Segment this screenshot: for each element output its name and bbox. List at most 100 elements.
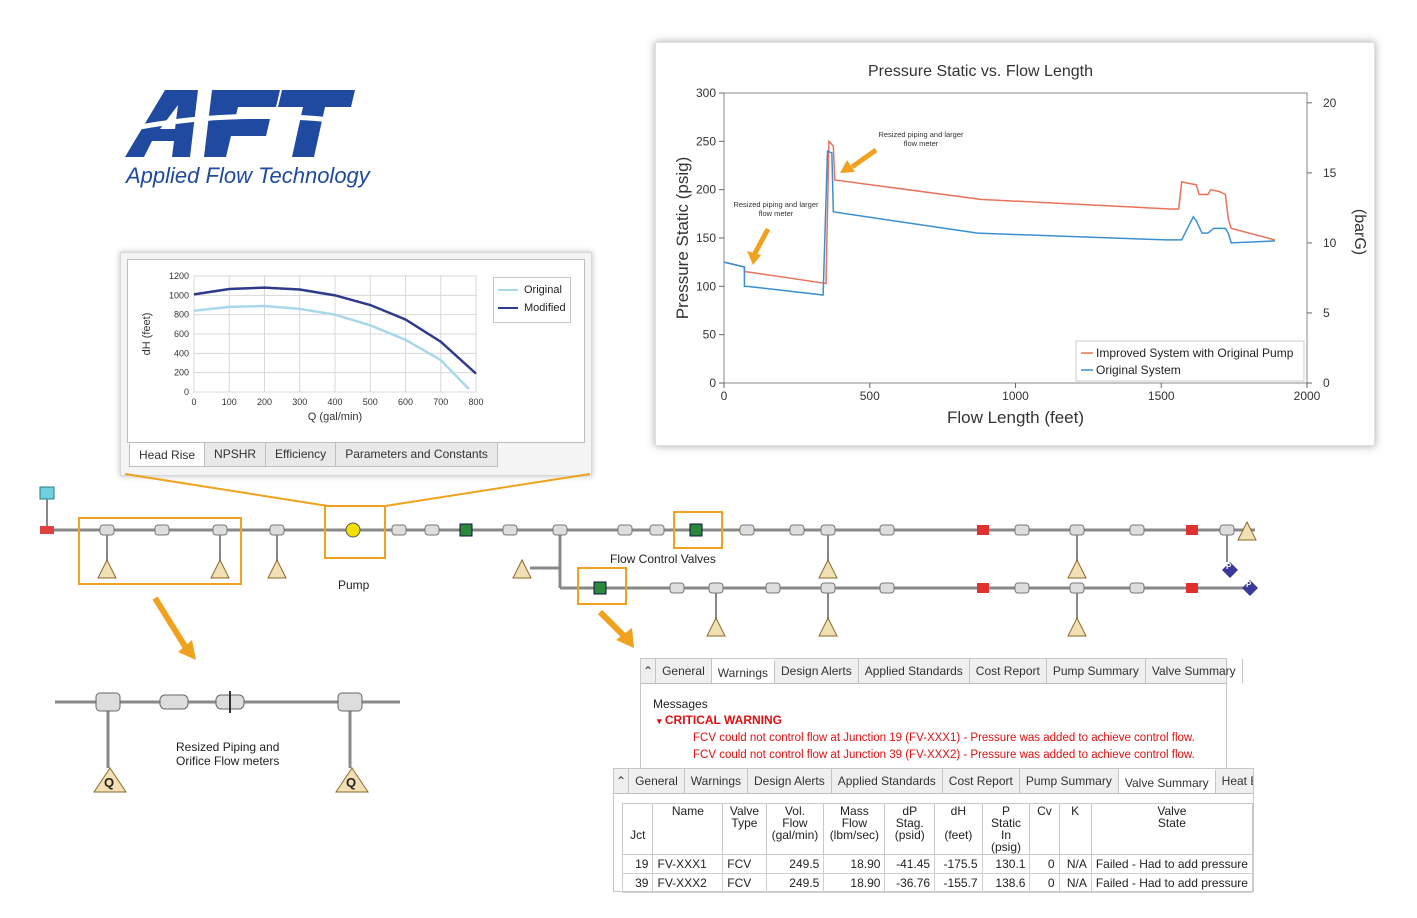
table-row[interactable]: 39 FV-XXX2 FCV 249.5 18.90 -36.76 -155.7 138.6 0… xyxy=(621,873,1254,893)
table-cell: 138.6 xyxy=(981,873,1031,893)
valve-summary-table: Jct Name Valve Type Vol. Flow (gal/min) Mass F… xyxy=(621,803,1254,893)
pressure-y2-tick-label: 5 xyxy=(1323,306,1330,320)
table-cell: -175.5 xyxy=(934,854,983,874)
critical-warning-row[interactable]: ▾ CRITICAL WARNING xyxy=(657,713,782,727)
tab-design-alerts-2[interactable]: Design Alerts xyxy=(748,769,832,793)
pump-x-axis-label: Q (gal/min) xyxy=(308,411,362,423)
tab-efficiency[interactable]: Efficiency xyxy=(265,443,337,467)
tab-pump-summary[interactable]: Pump Summary xyxy=(1047,659,1146,683)
column-header[interactable]: K xyxy=(1058,803,1092,855)
table-cell: -155.7 xyxy=(934,873,983,893)
expand-arrow-icon-2[interactable]: ⌃ xyxy=(614,769,630,793)
pump-curve-chart-area: 0 100 200 300 400 500 600 700 800 0 200 400 600 800 10… xyxy=(127,259,585,443)
legend-original-label: Original xyxy=(524,284,562,296)
column-header[interactable]: P Static In (psig) xyxy=(981,803,1031,855)
pump-curve-chart: 0 100 200 300 400 500 600 700 800 0 200 400 600 800 10… xyxy=(141,271,484,423)
table-header-row: Jct Name Valve Type Vol. Flow (gal/min) Mass F… xyxy=(621,803,1254,855)
expand-arrow-icon[interactable]: ⌃ xyxy=(641,659,657,683)
pump-x-tick-label: 400 xyxy=(327,397,342,407)
tab-heat-exchanger[interactable]: Heat Excl xyxy=(1216,769,1253,793)
pressure-x-tick-label: 2000 xyxy=(1294,389,1321,403)
pressure-x-tick-label: 1500 xyxy=(1148,389,1175,403)
table-cell: FV-XXX2 xyxy=(652,873,724,893)
tab-cost-report-2[interactable]: Cost Report xyxy=(943,769,1020,793)
annotation-2-line1: Resized piping and larger xyxy=(878,130,964,139)
tab-cost-report[interactable]: Cost Report xyxy=(970,659,1047,683)
table-cell: Failed - Had to add pressure xyxy=(1090,854,1254,874)
annotation-1-line2: flow meter xyxy=(759,209,794,218)
pump-series-modified xyxy=(193,286,477,375)
pump-x-tick-label: 600 xyxy=(398,397,413,407)
tab-npshr[interactable]: NPSHR xyxy=(204,443,267,467)
table-row[interactable]: 19 FV-XXX1 FCV 249.5 18.90 -41.45 -175.5 130.1 0… xyxy=(621,854,1254,874)
tab-general[interactable]: General xyxy=(656,659,712,683)
arrow-to-detail-icon xyxy=(152,596,196,660)
table-cell: 0 xyxy=(1029,873,1060,893)
messages-panel: ⌃ General Warnings Design Alerts Applied… xyxy=(640,658,1243,770)
pump-y-tick-label: 0 xyxy=(184,387,189,397)
legend-original: Original xyxy=(498,284,562,296)
detail-orifice-symbol-1: Q xyxy=(104,775,115,790)
pump-icon[interactable] xyxy=(345,522,361,538)
pump-curve-panel: 0 100 200 300 400 500 600 700 800 0 200 400 600 800 10… xyxy=(120,252,592,476)
pressure-x-axis-label: Flow Length (feet) xyxy=(947,408,1084,427)
column-header[interactable]: dH (feet) xyxy=(934,803,983,855)
table-cell: 130.1 xyxy=(981,854,1031,874)
column-header[interactable]: Name xyxy=(652,803,724,855)
pressure-y-tick-label: 300 xyxy=(696,86,716,100)
legend-modified-swatch xyxy=(498,307,518,309)
tab-head-rise[interactable]: Head Rise xyxy=(129,443,206,467)
pressure-y2-tick-label: 15 xyxy=(1323,166,1337,180)
tab-design-alerts[interactable]: Design Alerts xyxy=(775,659,859,683)
warning-message-2: FCV could not control flow at Junction 3… xyxy=(693,749,1195,761)
tab-applied-standards[interactable]: Applied Standards xyxy=(859,659,970,683)
critical-warning-label: CRITICAL WARNING xyxy=(664,713,782,727)
pressure-y2-tick-label: 10 xyxy=(1323,236,1337,250)
annotation-arrow-2-icon xyxy=(840,147,878,173)
pump-y-tick-label: 200 xyxy=(174,368,189,378)
valve-summary-panel: ⌃ General Warnings Design Alerts Applied… xyxy=(613,768,1254,893)
pressure-legend: Improved System with Original Pump Origin… xyxy=(1075,340,1305,382)
column-header[interactable]: Jct xyxy=(621,803,654,855)
pressure-y-tick-label: 150 xyxy=(696,231,716,245)
tab-pump-summary-2[interactable]: Pump Summary xyxy=(1020,769,1119,793)
tab-warnings[interactable]: Warnings xyxy=(711,659,776,683)
table-cell: 19 xyxy=(621,854,654,874)
pressure-symbol-1: P xyxy=(1226,562,1232,571)
collapse-icon[interactable]: ▾ xyxy=(657,716,662,726)
inlet-valve-icon[interactable] xyxy=(40,526,54,534)
callout-line-right xyxy=(384,473,591,507)
table-cell: 0 xyxy=(1029,854,1060,874)
tab-parameters[interactable]: Parameters and Constants xyxy=(335,443,498,467)
column-header[interactable]: Mass Flow (lbm/sec) xyxy=(823,803,886,855)
column-header[interactable]: Valve Type xyxy=(722,803,767,855)
pressure-y-tick-label: 250 xyxy=(696,134,716,148)
pressure-x-tick-label: 1000 xyxy=(1002,389,1029,403)
annotation-arrow-1-shaft xyxy=(751,227,771,257)
column-header[interactable]: Valve State xyxy=(1090,803,1254,855)
callout-line-left xyxy=(124,473,329,507)
detail-label-line2: Orifice Flow meters xyxy=(176,754,280,768)
column-header[interactable]: Cv xyxy=(1029,803,1060,855)
table-cell: FCV xyxy=(722,854,767,874)
column-header[interactable]: dP Stag. (psid) xyxy=(884,803,936,855)
detail-orifice-icons xyxy=(93,767,369,793)
legend-modified: Modified xyxy=(498,302,566,314)
column-header[interactable]: Vol. Flow (gal/min) xyxy=(765,803,825,855)
reservoir-icon[interactable] xyxy=(39,486,55,500)
warning-message-1: FCV could not control flow at Junction 1… xyxy=(693,732,1195,744)
tab-valve-summary[interactable]: Valve Summary xyxy=(1146,659,1243,683)
pressure-y-tick-label: 100 xyxy=(696,279,716,293)
pressure-y-tick-label: 200 xyxy=(696,183,716,197)
tab-valve-summary-2[interactable]: Valve Summary xyxy=(1118,769,1216,793)
pump-y-tick-label: 400 xyxy=(174,348,189,358)
highlight-orifice-section xyxy=(78,517,242,585)
pump-curve-legend: Original Modified xyxy=(493,277,571,323)
pressure-boundary-icons xyxy=(1222,562,1258,596)
tab-applied-standards-2[interactable]: Applied Standards xyxy=(832,769,943,793)
tab-warnings-2[interactable]: Warnings xyxy=(685,769,749,793)
arrow-to-messages-icon xyxy=(597,609,634,648)
tab-general-2[interactable]: General xyxy=(629,769,685,793)
